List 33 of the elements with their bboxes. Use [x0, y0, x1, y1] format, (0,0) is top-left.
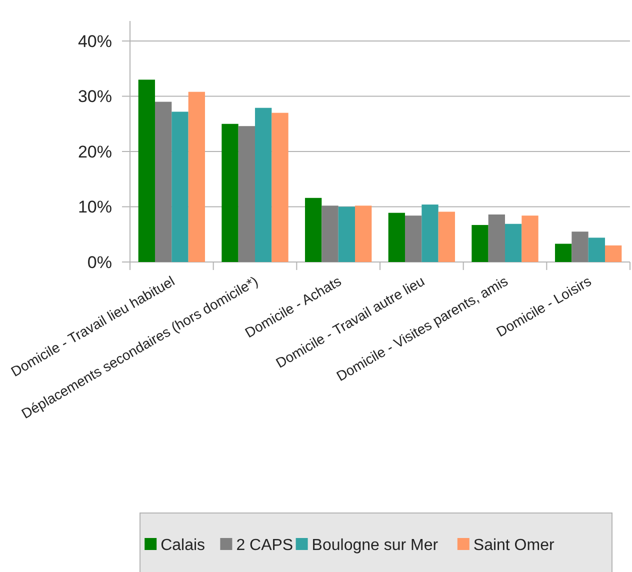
y-tick-label: 40% — [78, 32, 112, 51]
bar — [505, 224, 522, 262]
bar — [588, 238, 605, 262]
bar — [272, 112, 288, 262]
bar — [572, 232, 588, 262]
bar — [322, 206, 338, 262]
bar — [555, 244, 572, 262]
y-tick-label: 10% — [78, 198, 112, 217]
bar — [522, 216, 538, 262]
bar — [472, 224, 488, 262]
bar — [172, 112, 188, 262]
legend-label: Boulogne sur Mer — [312, 537, 439, 554]
y-tick-label: 30% — [78, 87, 112, 106]
bar — [305, 198, 322, 262]
bar — [138, 80, 155, 262]
bar — [438, 212, 455, 262]
bar — [188, 92, 205, 262]
bar — [355, 206, 372, 262]
bar — [155, 102, 172, 262]
bar — [488, 214, 505, 262]
bar — [222, 124, 238, 262]
legend-label: Saint Omer — [473, 537, 555, 554]
bar — [605, 245, 622, 262]
bar — [388, 212, 405, 262]
bar — [238, 126, 255, 262]
bar — [405, 216, 422, 262]
bar — [255, 108, 272, 262]
y-tick-label: 20% — [78, 142, 112, 162]
legend-label: Calais — [160, 537, 206, 554]
bar — [338, 206, 355, 262]
y-tick-label: 0% — [87, 252, 112, 272]
legend-label: 2 CAPS — [236, 537, 294, 554]
bar — [422, 204, 438, 262]
